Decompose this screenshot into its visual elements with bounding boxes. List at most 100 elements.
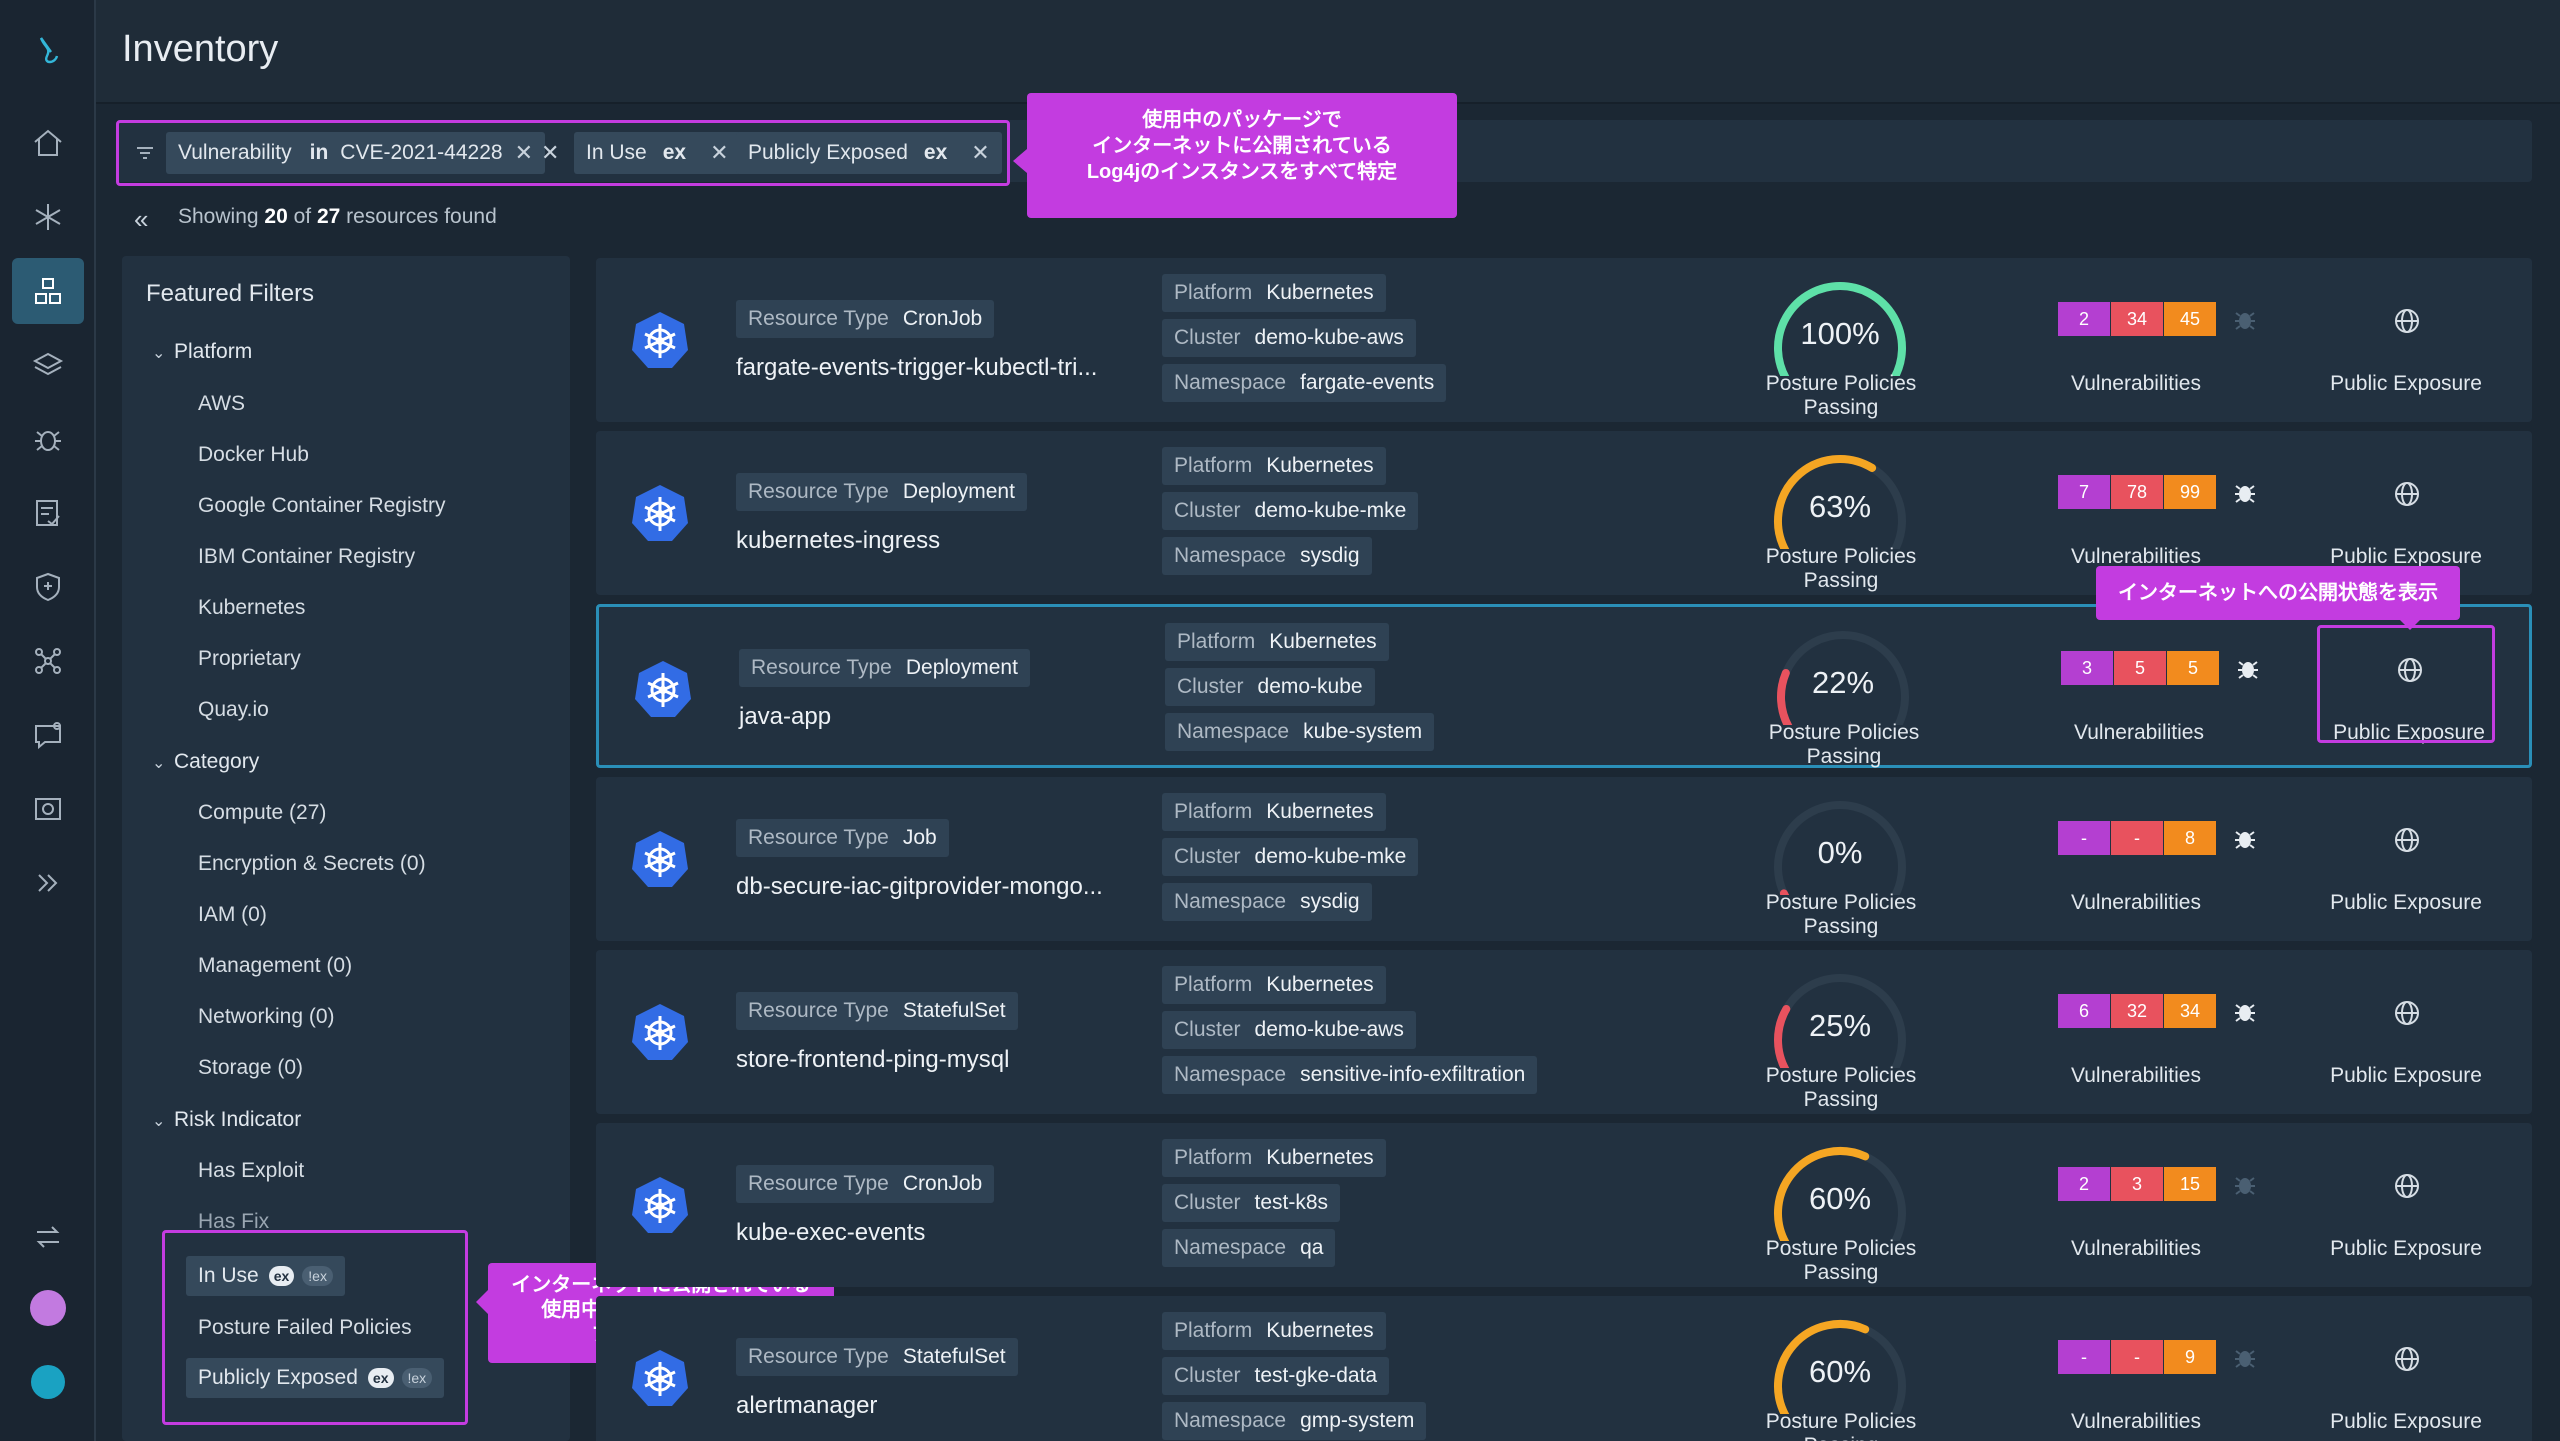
public-exposure-label: Public Exposure: [2330, 1410, 2482, 1433]
nav-rail: [0, 0, 96, 1441]
chat-icon[interactable]: [31, 1365, 65, 1399]
globe-icon[interactable]: [2395, 655, 2425, 685]
platform-tag: Platform Kubernetes: [1162, 1139, 1386, 1177]
shield-icon[interactable]: [12, 554, 84, 620]
featured-filters-title: Featured Filters: [146, 280, 315, 307]
filter-item[interactable]: Proprietary: [198, 647, 301, 670]
resource-name[interactable]: store-frontend-ping-mysql: [736, 1046, 1010, 1073]
filter-chip-in-use[interactable]: In Use ex ✕: [574, 132, 741, 174]
capture-icon[interactable]: [12, 776, 84, 842]
callout-top: 使用中のパッケージで インターネットに公開されている Log4jのインスタンスを…: [1013, 93, 1457, 218]
ex-badge[interactable]: ex: [367, 1368, 394, 1388]
quick-filter-posture-failed[interactable]: Posture Failed Policies: [198, 1316, 412, 1339]
chevron-down-icon: ⌄: [152, 1113, 166, 1130]
posture-label: Posture Policies Passing: [1768, 721, 1920, 768]
globe-icon[interactable]: [2392, 998, 2422, 1028]
not-ex-badge[interactable]: !ex: [302, 1266, 333, 1286]
remove-filter-icon[interactable]: ✕: [971, 140, 990, 165]
filter-item[interactable]: Encryption & Secrets (0): [198, 852, 426, 875]
resource-card[interactable]: Resource Type CronJob fargate-events-tri…: [596, 258, 2532, 422]
kubernetes-icon: [632, 312, 688, 368]
medium-count: 5: [2167, 651, 2219, 685]
resource-card[interactable]: Resource Type StatefulSet alertmanager P…: [596, 1296, 2532, 1441]
vulnerability-counts[interactable]: - - 9: [2058, 1340, 2217, 1374]
posture-gauge: [1774, 282, 1906, 376]
filter-operator: ex: [662, 141, 687, 164]
ex-badge[interactable]: ex: [268, 1266, 295, 1286]
resource-type-key: Resource Type: [748, 1345, 889, 1368]
layers-icon[interactable]: [12, 332, 84, 398]
cluster-value: demo-kube-mke: [1254, 845, 1407, 868]
filter-chip-publicly-exposed[interactable]: Publicly Exposed ex ✕: [736, 132, 1002, 174]
expand-icon[interactable]: [12, 850, 84, 916]
filter-item[interactable]: Storage (0): [198, 1056, 304, 1079]
filter-item[interactable]: Management (0): [198, 954, 353, 977]
quick-filter-in-use[interactable]: In Use ex !ex: [186, 1256, 345, 1296]
vulnerability-counts[interactable]: - - 8: [2058, 821, 2217, 855]
resource-card[interactable]: Resource Type Deployment java-app Platfo…: [596, 604, 2532, 768]
remove-filter-icon[interactable]: ✕: [710, 140, 729, 165]
vulnerability-counts[interactable]: 6 32 34: [2058, 994, 2217, 1028]
resource-name[interactable]: kube-exec-events: [736, 1219, 926, 1246]
filter-item[interactable]: Docker Hub: [198, 443, 309, 466]
home-icon[interactable]: [12, 110, 84, 176]
filter-item[interactable]: AWS: [198, 392, 246, 415]
globe-icon[interactable]: [2392, 1171, 2422, 1201]
filter-item[interactable]: Networking (0): [198, 1005, 335, 1028]
sync-icon[interactable]: [12, 1204, 84, 1270]
logo-icon[interactable]: [12, 18, 84, 84]
globe-icon[interactable]: [2392, 306, 2422, 336]
globe-icon[interactable]: [2392, 825, 2422, 855]
remove-filter-icon[interactable]: ✕: [541, 140, 560, 165]
resource-card[interactable]: Resource Type CronJob kube-exec-events P…: [596, 1123, 2532, 1287]
resource-type-tag: Resource Type CronJob: [736, 1165, 995, 1203]
vulnerability-counts[interactable]: 2 3 15: [2058, 1167, 2217, 1201]
vulnerability-counts[interactable]: 3 5 5: [2061, 651, 2220, 685]
resource-name[interactable]: fargate-events-trigger-kubectl-tri...: [736, 354, 1098, 381]
resource-card[interactable]: Resource Type Job db-secure-iac-gitprovi…: [596, 777, 2532, 941]
filter-item[interactable]: Has Exploit: [198, 1159, 305, 1182]
not-ex-badge[interactable]: !ex: [401, 1368, 433, 1388]
remove-value-icon[interactable]: ✕: [514, 140, 534, 165]
collapse-panel-icon[interactable]: «: [134, 204, 149, 234]
posture-percent: 22%: [1811, 665, 1875, 700]
vulnerability-counts[interactable]: 7 78 99: [2058, 475, 2217, 509]
resource-type-value: CronJob: [902, 307, 983, 330]
quick-filter-publicly-exposed[interactable]: Publicly Exposed ex !ex: [186, 1358, 445, 1398]
policies-icon[interactable]: [12, 480, 84, 546]
bug-icon[interactable]: [12, 406, 84, 472]
filter-chip-vulnerability[interactable]: Vulnerability in CVE-2021-44228 ✕: [166, 132, 546, 174]
globe-icon[interactable]: [2392, 1344, 2422, 1374]
group-platform[interactable]: ⌄ Platform: [152, 340, 252, 364]
inventory-icon[interactable]: [12, 258, 84, 324]
resource-name[interactable]: kubernetes-ingress: [736, 527, 941, 554]
filter-item[interactable]: Has Fix: [198, 1210, 270, 1233]
filter-item[interactable]: Compute (27): [198, 801, 327, 824]
posture-percent: 25%: [1808, 1008, 1872, 1043]
vulnerability-counts[interactable]: 2 34 45: [2058, 302, 2217, 336]
cluster-value: demo-kube-aws: [1254, 326, 1404, 349]
platform-key: Platform: [1174, 281, 1253, 304]
public-exposure-label: Public Exposure: [2330, 1237, 2482, 1260]
avatar[interactable]: [30, 1290, 66, 1326]
filter-item[interactable]: IBM Container Registry: [198, 545, 416, 568]
insights-icon[interactable]: [12, 184, 84, 250]
filter-item[interactable]: Quay.io: [198, 698, 269, 721]
namespace-key: Namespace: [1174, 890, 1287, 913]
filter-item[interactable]: Google Container Registry: [198, 494, 446, 517]
resource-card[interactable]: Resource Type StatefulSet store-frontend…: [596, 950, 2532, 1114]
resource-type-value: Deployment: [902, 480, 1015, 503]
globe-icon[interactable]: [2392, 479, 2422, 509]
critical-count: -: [2058, 1340, 2110, 1374]
events-icon[interactable]: [12, 702, 84, 768]
filter-highlight: [116, 120, 1010, 186]
network-icon[interactable]: [12, 628, 84, 694]
group-risk-indicator[interactable]: ⌄ Risk Indicator: [152, 1108, 301, 1132]
group-category[interactable]: ⌄ Category: [152, 750, 259, 774]
resource-name[interactable]: db-secure-iac-gitprovider-mongo...: [736, 873, 1103, 900]
filter-item[interactable]: IAM (0): [198, 903, 267, 926]
cluster-key: Cluster: [1174, 845, 1241, 868]
filter-item[interactable]: Kubernetes: [198, 596, 306, 619]
resource-name[interactable]: alertmanager: [736, 1392, 878, 1419]
resource-name[interactable]: java-app: [739, 703, 832, 730]
